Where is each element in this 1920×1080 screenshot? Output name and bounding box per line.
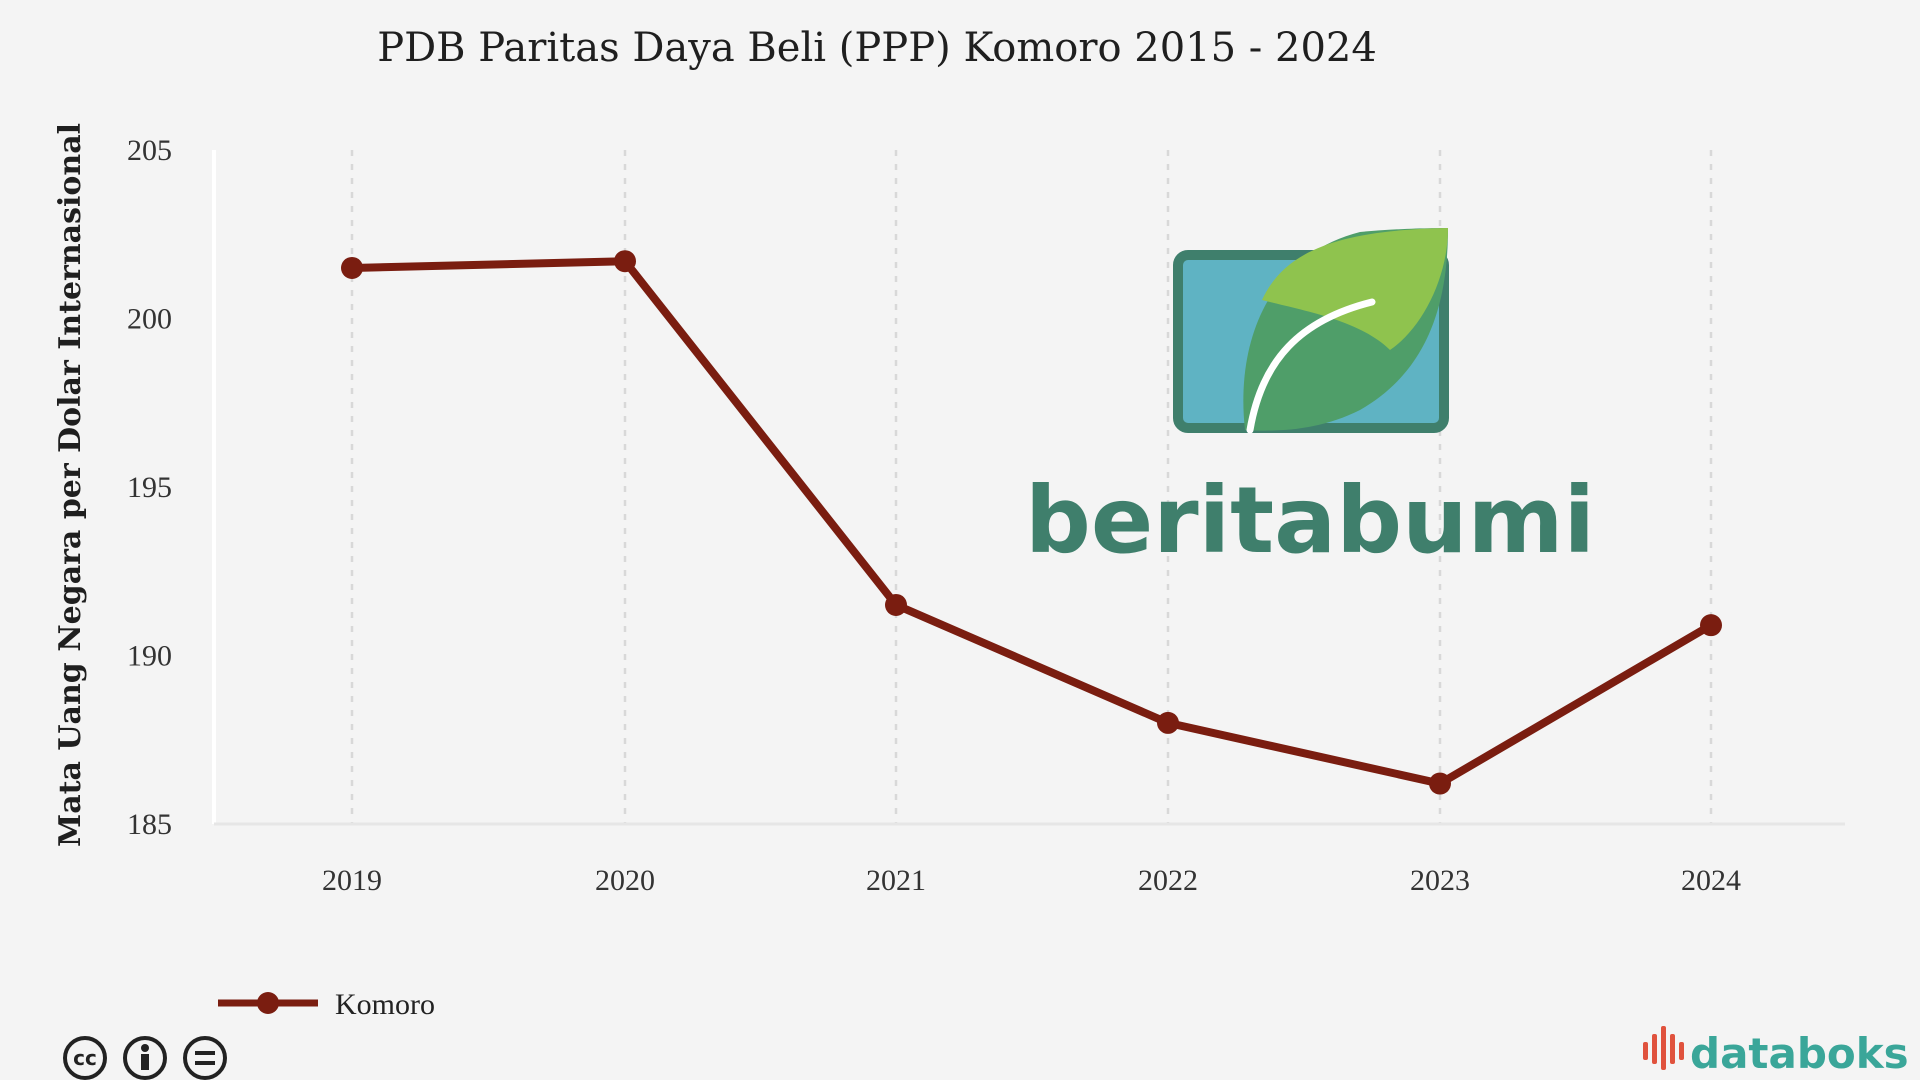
- license-icons: cc: [63, 1036, 227, 1080]
- databoks-wordmark: databoks: [1690, 1029, 1909, 1078]
- y-tick-label: 195: [127, 471, 172, 504]
- legend-label: Komoro: [335, 988, 435, 1021]
- x-tick-label: 2024: [1681, 864, 1741, 897]
- axes: [212, 150, 1845, 826]
- leaf-stem: [1246, 298, 1376, 434]
- chart-title: PDB Paritas Daya Beli (PPP) Komoro 2015 …: [377, 25, 1377, 71]
- x-tick-label: 2019: [322, 864, 382, 897]
- series-komoro: [341, 250, 1722, 795]
- beritabumi-logo: beritabumi: [1025, 228, 1595, 574]
- x-tick-label: 2020: [595, 864, 655, 897]
- data-point: [1700, 614, 1722, 637]
- legend-swatch-marker: [257, 992, 279, 1014]
- databoks-mark-icon: [1643, 1026, 1684, 1070]
- y-tick-label: 185: [127, 808, 172, 841]
- legend: Komoro: [218, 988, 435, 1021]
- by-icon: [123, 1036, 167, 1080]
- y-tick-label: 200: [127, 303, 172, 336]
- series-line: [348, 257, 1715, 788]
- watermark-text: beritabumi: [1025, 467, 1595, 574]
- x-tick-label: 2021: [866, 864, 926, 897]
- databoks-logo: databoks: [1643, 1026, 1909, 1078]
- data-point: [885, 593, 907, 616]
- y-tick-label: 205: [127, 134, 172, 167]
- svg-text:cc: cc: [73, 1046, 97, 1070]
- data-point: [341, 256, 363, 279]
- x-tick-labels: 2019 2020 2021 2022 2023 2024: [322, 864, 1741, 897]
- x-tick-label: 2023: [1410, 864, 1470, 897]
- y-tick-labels: 185 190 195 200 205: [127, 134, 172, 841]
- x-tick-label: 2022: [1138, 864, 1198, 897]
- cc-icon: cc: [63, 1036, 107, 1080]
- data-point: [1429, 772, 1451, 795]
- data-point: [1157, 711, 1179, 734]
- leaf-highlight: [1262, 228, 1448, 350]
- data-point: [614, 250, 636, 273]
- y-tick-label: 190: [127, 640, 172, 673]
- y-axis-label: Mata Uang Negara per Dolar Internasional: [53, 123, 88, 847]
- nd-icon: [183, 1036, 227, 1080]
